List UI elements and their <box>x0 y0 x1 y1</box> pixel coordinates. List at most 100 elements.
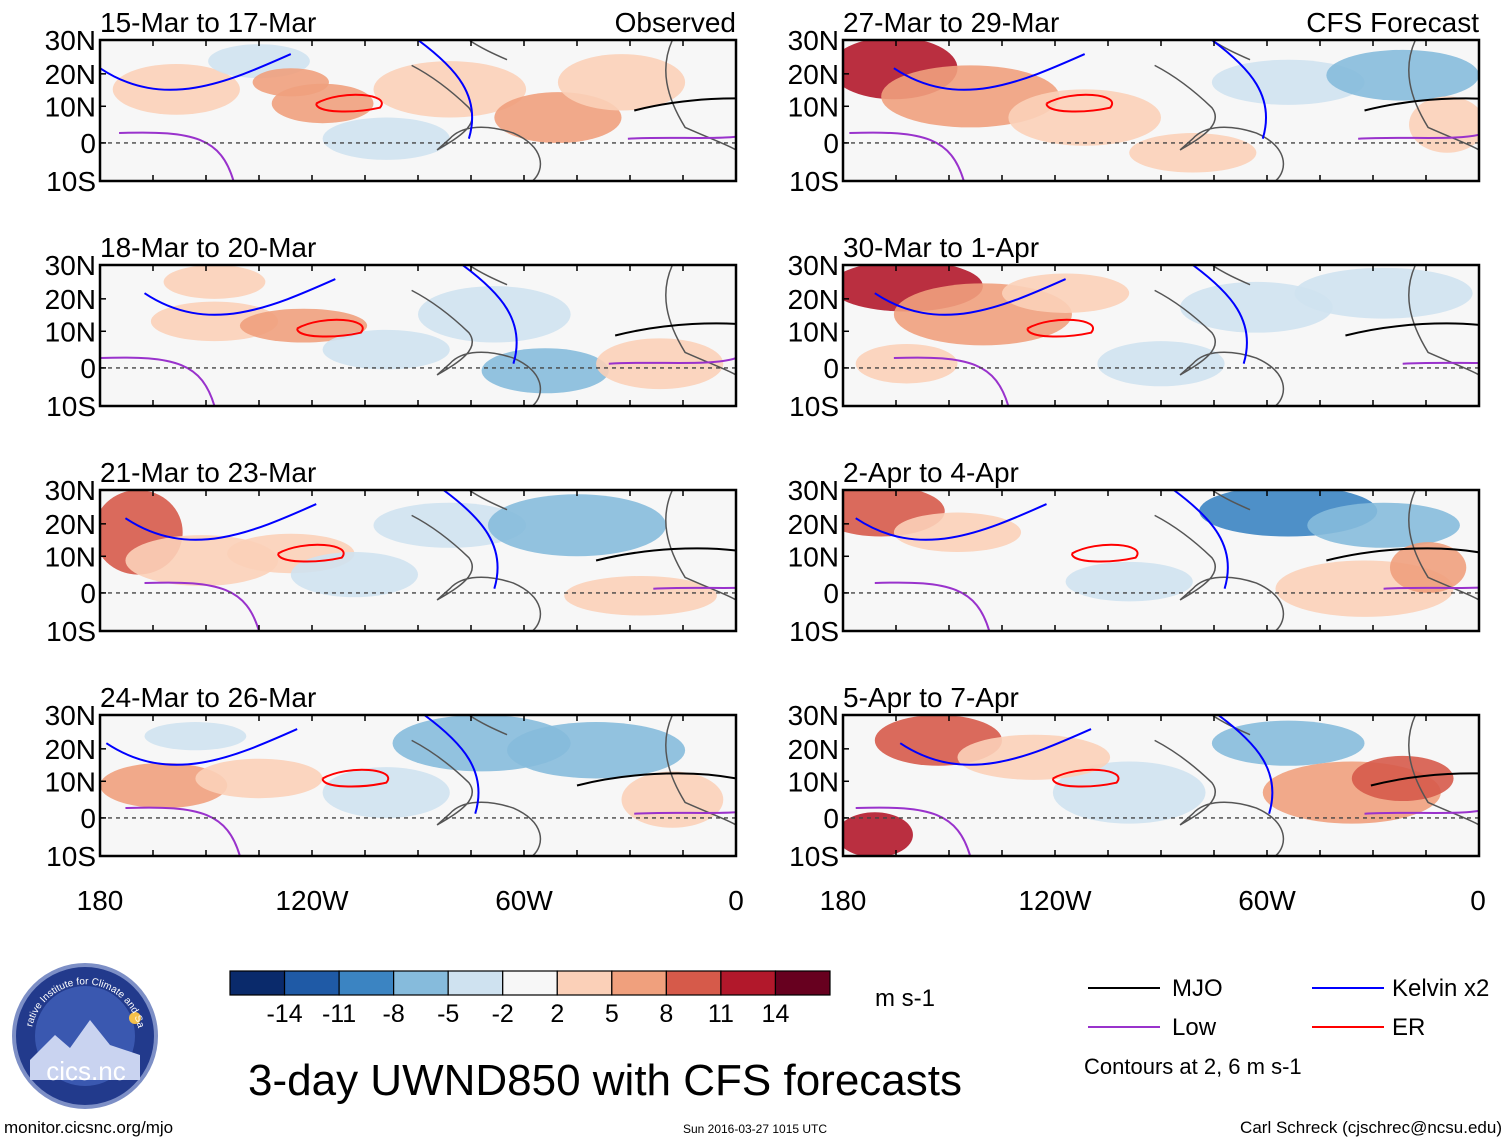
wave-contour <box>1371 773 1510 785</box>
lat-label: 30N <box>45 250 96 281</box>
lat-label: 10S <box>789 841 839 872</box>
lat-label: 10S <box>46 391 96 422</box>
lon-label: 60W <box>1238 885 1296 916</box>
wave-contour <box>125 808 761 856</box>
wave-contour <box>634 98 793 110</box>
coastline <box>412 715 736 856</box>
lon-label: 0 <box>1470 885 1486 916</box>
lat-label: 30N <box>788 250 839 281</box>
wave-contour <box>145 265 517 364</box>
lon-axis-left: 180 120W 60W 0 <box>77 885 744 916</box>
main-title: 3-day UWND850 with CFS forecasts <box>248 1056 962 1105</box>
footer-credit: Carl Schreck (cjschrec@ncsu.edu) <box>1240 1118 1502 1137</box>
logo-label: cics.nc <box>46 1056 125 1086</box>
lat-label: 20N <box>45 734 96 765</box>
anomaly-patch <box>322 329 450 370</box>
lat-label: 30N <box>788 700 839 731</box>
lat-label: 10S <box>789 166 839 197</box>
legend-label-low: Low <box>1172 1014 1217 1041</box>
anomaly-patch <box>1307 502 1460 548</box>
wave-contour <box>1072 545 1138 562</box>
lat-label: 0 <box>823 128 839 159</box>
lat-label: 10N <box>45 91 96 122</box>
lat-label: 20N <box>45 59 96 90</box>
wave-contour <box>119 133 755 181</box>
wave-contour <box>900 715 1272 814</box>
panel-title: 2-Apr to 4-Apr <box>843 457 1019 488</box>
lat-label: 10N <box>788 766 839 797</box>
colorbar-tick-label: -11 <box>322 1000 356 1028</box>
wave-contour <box>125 490 497 589</box>
wave-contour <box>1365 98 1510 110</box>
anomaly-patch <box>1326 49 1479 101</box>
colorbar-units: m s-1 <box>875 985 935 1012</box>
colorbar-swatch <box>556 970 613 996</box>
lat-label: 30N <box>45 25 96 56</box>
anomaly-patch <box>1129 133 1257 173</box>
anomaly-patch <box>322 767 450 818</box>
lat-label: 30N <box>788 475 839 506</box>
lat-label: 0 <box>80 578 96 609</box>
lat-label: 0 <box>80 803 96 834</box>
wave-contour <box>615 323 774 335</box>
colorbar-swatch <box>229 970 286 996</box>
wave-contour <box>856 808 1492 856</box>
lon-label: 0 <box>728 885 744 916</box>
anomaly-patch <box>1211 59 1365 105</box>
colorbar-tick-label: 5 <box>605 1000 619 1028</box>
lon-label: 60W <box>495 885 553 916</box>
lat-label: 10N <box>45 766 96 797</box>
coastline <box>412 265 736 406</box>
lat-label: 10S <box>789 391 839 422</box>
anomaly-patch <box>843 812 913 856</box>
lat-label: 0 <box>80 353 96 384</box>
anomaly-patch <box>893 512 1022 553</box>
anomaly-patch <box>487 494 667 557</box>
lat-label: 20N <box>45 284 96 315</box>
colorbar: -14 -11 -8 -5 -2 2 5 8 11 14 m s-1 <box>229 970 935 1028</box>
anomaly-patch <box>322 117 450 160</box>
lat-label: 30N <box>45 475 96 506</box>
anomaly-patch <box>1294 267 1473 319</box>
colorbar-swatch <box>611 970 667 996</box>
lat-label: 10N <box>45 541 96 572</box>
footer-url[interactable]: monitor.cicsnc.org/mjo <box>4 1118 173 1137</box>
lon-label: 180 <box>77 885 124 916</box>
wave-contour <box>596 548 755 560</box>
colorbar-tick-label: -2 <box>492 1000 514 1028</box>
colorbar-swatch <box>283 970 340 996</box>
anomaly-patch <box>1008 89 1161 146</box>
anomaly-patch <box>621 771 724 828</box>
wave-contour <box>316 95 382 112</box>
legend-note: Contours at 2, 6 m s-1 <box>1084 1054 1302 1079</box>
panel-title: 18-Mar to 20-Mar <box>100 232 316 263</box>
colorbar-swatch <box>720 970 777 996</box>
anomaly-patch <box>557 54 686 111</box>
coastline <box>412 40 736 181</box>
panel-title: 5-Apr to 7-Apr <box>843 682 1019 713</box>
lat-label: 30N <box>788 25 839 56</box>
wave-contour <box>1027 320 1093 337</box>
wave-contour <box>894 358 1510 406</box>
legend: MJO Kelvin x2 Low ER Contours at 2, 6 m … <box>1084 975 1489 1079</box>
anomaly-patch <box>1002 273 1130 313</box>
lon-axis-right: 180 120W 60W 0 <box>820 885 1486 916</box>
colorbar-tick-label: -14 <box>266 1000 302 1028</box>
lat-label: 10S <box>789 616 839 647</box>
wave-contour <box>106 715 478 814</box>
lat-label: 10S <box>46 616 96 647</box>
anomaly-patch <box>100 762 228 809</box>
wave-contour <box>856 490 1228 589</box>
anomaly-patch <box>1389 542 1467 593</box>
panel-tag: Observed <box>615 7 736 38</box>
panel-title: 15-Mar to 17-Mar <box>100 7 316 38</box>
wave-contour <box>1047 95 1113 112</box>
lat-label: 10S <box>46 166 96 197</box>
coastline <box>1155 490 1479 631</box>
